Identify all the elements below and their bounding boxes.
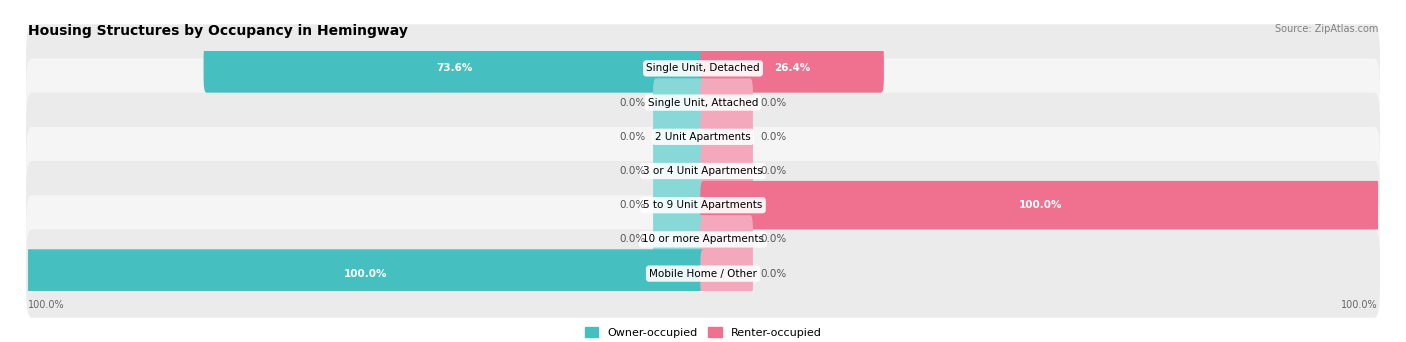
Text: 0.0%: 0.0% — [761, 132, 786, 142]
Text: 0.0%: 0.0% — [620, 132, 645, 142]
FancyBboxPatch shape — [652, 113, 706, 161]
Text: 10 or more Apartments: 10 or more Apartments — [643, 234, 763, 245]
Text: 100.0%: 100.0% — [28, 300, 65, 310]
FancyBboxPatch shape — [27, 161, 1379, 249]
FancyBboxPatch shape — [700, 113, 754, 161]
Text: 5 to 9 Unit Apartments: 5 to 9 Unit Apartments — [644, 200, 762, 210]
Text: Housing Structures by Occupancy in Hemingway: Housing Structures by Occupancy in Hemin… — [28, 24, 408, 38]
FancyBboxPatch shape — [27, 24, 1379, 113]
FancyBboxPatch shape — [700, 215, 754, 264]
Text: 26.4%: 26.4% — [773, 63, 810, 74]
Legend: Owner-occupied, Renter-occupied: Owner-occupied, Renter-occupied — [585, 327, 821, 338]
FancyBboxPatch shape — [27, 127, 1379, 215]
FancyBboxPatch shape — [700, 181, 1381, 229]
Text: 0.0%: 0.0% — [620, 166, 645, 176]
FancyBboxPatch shape — [700, 44, 884, 93]
Text: 0.0%: 0.0% — [620, 234, 645, 245]
FancyBboxPatch shape — [27, 93, 1379, 181]
Text: 0.0%: 0.0% — [761, 234, 786, 245]
FancyBboxPatch shape — [652, 147, 706, 195]
FancyBboxPatch shape — [27, 229, 1379, 318]
FancyBboxPatch shape — [700, 147, 754, 195]
Text: 0.0%: 0.0% — [761, 97, 786, 108]
FancyBboxPatch shape — [25, 249, 706, 298]
Text: 100.0%: 100.0% — [1019, 200, 1062, 210]
FancyBboxPatch shape — [652, 215, 706, 264]
Text: Mobile Home / Other: Mobile Home / Other — [650, 268, 756, 279]
Text: 0.0%: 0.0% — [620, 97, 645, 108]
FancyBboxPatch shape — [27, 195, 1379, 284]
FancyBboxPatch shape — [652, 181, 706, 229]
FancyBboxPatch shape — [700, 78, 754, 127]
Text: 0.0%: 0.0% — [761, 166, 786, 176]
FancyBboxPatch shape — [652, 78, 706, 127]
Text: Single Unit, Detached: Single Unit, Detached — [647, 63, 759, 74]
Text: 3 or 4 Unit Apartments: 3 or 4 Unit Apartments — [643, 166, 763, 176]
Text: Single Unit, Attached: Single Unit, Attached — [648, 97, 758, 108]
Text: 0.0%: 0.0% — [761, 268, 786, 279]
Text: Source: ZipAtlas.com: Source: ZipAtlas.com — [1274, 24, 1378, 34]
Text: 100.0%: 100.0% — [344, 268, 387, 279]
Text: 0.0%: 0.0% — [620, 200, 645, 210]
Text: 2 Unit Apartments: 2 Unit Apartments — [655, 132, 751, 142]
FancyBboxPatch shape — [700, 249, 754, 298]
FancyBboxPatch shape — [27, 58, 1379, 147]
Text: 100.0%: 100.0% — [1341, 300, 1378, 310]
FancyBboxPatch shape — [204, 44, 706, 93]
Text: 73.6%: 73.6% — [436, 63, 472, 74]
